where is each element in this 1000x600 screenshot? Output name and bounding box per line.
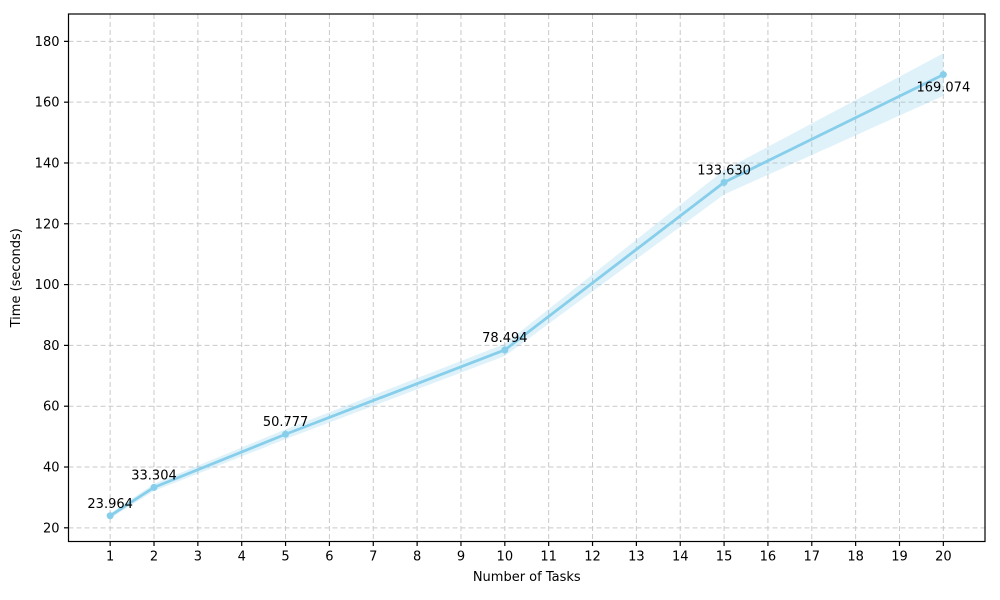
x-tick-label: 13 [628, 550, 645, 565]
x-tick-label: 11 [540, 550, 557, 565]
x-tick-label: 4 [238, 550, 246, 565]
x-tick-label: 12 [584, 550, 601, 565]
y-axis-label: Time (seconds) [9, 228, 24, 328]
y-tick-label: 140 [35, 156, 60, 171]
data-point [150, 483, 158, 491]
data-point [282, 430, 290, 438]
data-line [108, 73, 945, 518]
x-tick-label: 14 [672, 550, 689, 565]
x-tick-label: 8 [413, 550, 421, 565]
point-label: 78.494 [482, 331, 528, 346]
x-tick-label: 16 [760, 550, 777, 565]
y-tick-label: 180 [35, 35, 60, 50]
point-label: 133.630 [697, 163, 751, 178]
point-label: 23.964 [87, 497, 133, 512]
x-tick-label: 10 [497, 550, 514, 565]
x-tick-label: 1 [106, 550, 114, 565]
y-tick-label: 160 [35, 96, 60, 111]
y-tick-label: 120 [35, 217, 60, 232]
x-tick-label: 17 [804, 550, 821, 565]
y-tick-label: 100 [35, 278, 60, 293]
data-point [720, 178, 728, 186]
x-tick-label: 20 [935, 550, 952, 565]
x-tick-label: 19 [891, 550, 908, 565]
data-point [501, 346, 509, 354]
point-label: 33.304 [131, 468, 177, 483]
confidence-band [110, 53, 944, 519]
data-point [106, 512, 114, 520]
x-tick-label: 2 [150, 550, 158, 565]
y-tick-label: 40 [43, 461, 60, 476]
x-tick-label: 18 [847, 550, 864, 565]
x-tick-label: 6 [325, 550, 333, 565]
x-axis-label: Number of Tasks [473, 570, 581, 585]
y-tick-label: 20 [43, 521, 60, 536]
data-point [939, 71, 947, 79]
x-tick-label: 5 [281, 550, 289, 565]
point-label: 50.777 [263, 415, 309, 430]
x-tick-label: 15 [716, 550, 733, 565]
x-tick-label: 7 [369, 550, 377, 565]
plot-frame [67, 13, 986, 543]
y-tick-label: 80 [43, 339, 60, 354]
point-label: 169.074 [916, 81, 970, 96]
y-tick-label: 60 [43, 400, 60, 415]
x-tick-label: 3 [194, 550, 202, 565]
x-tick-label: 9 [457, 550, 465, 565]
